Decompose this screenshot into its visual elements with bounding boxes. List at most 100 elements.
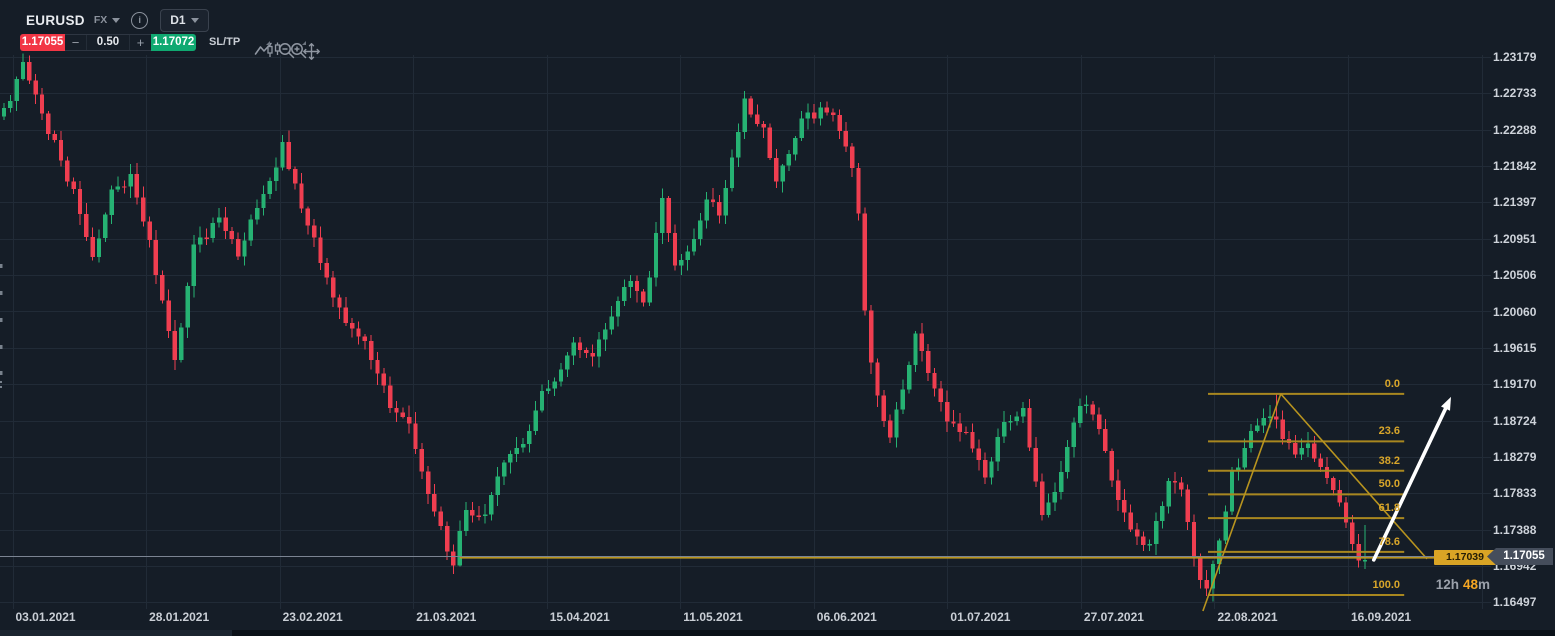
candle-body[interactable] [1293,443,1298,455]
candle-body[interactable] [1103,429,1108,451]
candle-body[interactable] [894,409,899,438]
candle-body[interactable] [520,444,526,448]
buy-price-button[interactable]: 1.17072 [151,33,196,51]
candle-body[interactable] [387,385,393,408]
candle-body[interactable] [590,353,595,357]
candle-body[interactable] [1198,558,1203,581]
candle-body[interactable] [179,327,184,361]
candle-body[interactable] [293,168,298,184]
candle-body[interactable] [780,165,785,182]
candle-body[interactable] [837,115,842,132]
candle-body[interactable] [267,180,273,194]
candle-body[interactable] [438,511,443,526]
candle-body[interactable] [666,198,671,233]
candle-body[interactable] [742,98,747,133]
candle-body[interactable] [1052,491,1057,503]
candle-body[interactable] [907,365,912,390]
candle-body[interactable] [236,239,241,257]
candle-body[interactable] [1242,448,1247,468]
candle-body[interactable] [305,208,310,226]
candle-body[interactable] [565,355,570,370]
candle-body[interactable] [875,362,880,396]
candle-body[interactable] [229,230,235,240]
candle-body[interactable] [603,329,608,340]
candle-body[interactable] [1046,502,1051,515]
amount-value[interactable]: 0.50 [86,34,130,50]
candle-body[interactable] [324,263,329,278]
candle-body[interactable] [558,369,564,382]
candle-body[interactable] [698,220,703,240]
candle-body[interactable] [223,217,228,231]
candle-body[interactable] [413,423,418,450]
candle-body[interactable] [394,407,399,413]
candle-body[interactable] [153,240,159,276]
candle-body[interactable] [172,330,178,360]
candle-body[interactable] [539,391,545,411]
candle-body[interactable] [166,300,171,331]
candle-body[interactable] [400,412,405,417]
candle-body[interactable] [1014,416,1019,422]
candle-body[interactable] [976,448,981,460]
candle-body[interactable] [748,98,754,115]
candle-body[interactable] [995,436,1000,462]
candle-body[interactable] [932,373,937,389]
candle-body[interactable] [20,62,26,79]
candle-body[interactable] [210,222,216,238]
candle-body[interactable] [356,328,361,337]
candle-body[interactable] [109,189,114,215]
candle-body[interactable] [1,108,7,117]
candle-body[interactable] [584,350,589,353]
candle-body[interactable] [343,307,348,323]
candle-body[interactable] [660,198,665,233]
candle-body[interactable] [856,168,861,214]
candle-body[interactable] [274,167,279,181]
candle-body[interactable] [812,112,817,119]
candle-body[interactable] [609,316,614,330]
candlestick-series[interactable] [1,53,1368,602]
candle-body[interactable] [1267,416,1273,419]
candle-body[interactable] [1058,472,1064,492]
candle-body[interactable] [970,431,975,449]
candle-body[interactable] [793,137,798,155]
candle-body[interactable] [533,410,538,432]
timeframe-dropdown[interactable]: D1 [160,8,209,32]
candle-body[interactable] [1261,418,1266,426]
candle-body[interactable] [888,420,893,438]
candle-body[interactable] [368,341,374,360]
candle-body[interactable] [596,339,602,357]
candle-body[interactable] [337,297,342,308]
candle-body[interactable] [1331,478,1336,490]
candle-body[interactable] [729,157,735,189]
candle-body[interactable] [1350,522,1355,545]
candle-body[interactable] [786,154,792,166]
candle-body[interactable] [198,237,203,245]
candle-body[interactable] [900,389,906,410]
arrow-drawing[interactable] [1372,406,1448,562]
candle-body[interactable] [1001,421,1007,437]
candle-body[interactable] [128,173,133,187]
candle-body[interactable] [1223,511,1228,541]
candle-body[interactable] [476,515,481,517]
candle-body[interactable] [634,281,640,292]
candle-body[interactable] [39,94,45,114]
candle-body[interactable] [349,322,355,329]
candle-body[interactable] [938,388,943,403]
candle-body[interactable] [33,80,38,95]
candle-body[interactable] [103,214,108,239]
candle-body[interactable] [761,124,766,128]
candle-body[interactable] [685,251,690,260]
candle-body[interactable] [843,131,849,147]
candle-body[interactable] [527,431,532,445]
candle-body[interactable] [457,531,462,566]
candle-body[interactable] [1204,580,1209,589]
candle-body[interactable] [1172,481,1178,483]
increase-amount-button[interactable]: + [136,34,145,50]
candle-body[interactable] [881,395,887,421]
candle-body[interactable] [1280,419,1285,439]
candle-body[interactable] [710,199,716,202]
trend-line[interactable] [1280,393,1428,560]
candle-body[interactable] [501,462,507,477]
candle-body[interactable] [926,351,931,373]
candle-body[interactable] [1096,414,1102,430]
candle-body[interactable] [489,495,494,515]
